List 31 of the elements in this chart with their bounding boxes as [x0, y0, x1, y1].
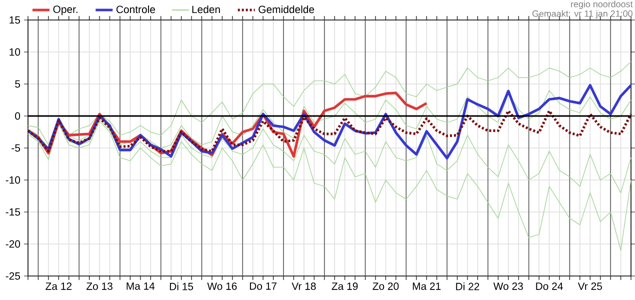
x-tick-label: Zo 13: [86, 282, 112, 290]
y-tick-label: -25: [6, 272, 20, 280]
x-tick-label: Za 19: [332, 282, 358, 290]
legend-label: Controle: [116, 5, 156, 14]
x-tick-label: Vr 25: [578, 282, 602, 290]
legend-label: Gemiddelde: [258, 5, 314, 14]
x-tick-label: Do 24: [536, 282, 563, 290]
x-tick-label: Ma 21: [412, 282, 441, 290]
x-tick-label: Vr 18: [292, 282, 316, 290]
x-tick-label: Do 17: [250, 282, 276, 290]
legend-label: Oper.: [53, 6, 78, 16]
y-tick-label: -15: [6, 208, 20, 216]
text: regio noordoost: [571, 0, 633, 10]
line-series: [26, 110, 632, 152]
text: Gemaakt: vr 11 jan 21:00: [532, 10, 632, 19]
y-tick-label: 10: [10, 48, 20, 56]
y-tick-label: 5: [15, 80, 20, 88]
y-tick-label: 0: [15, 112, 20, 120]
x-tick-label: Wo 23: [493, 282, 523, 290]
y-tick-label: -10: [6, 176, 20, 184]
legend-label: Leden: [192, 5, 220, 14]
line-series: [28, 61, 632, 146]
y-tick-label: -5: [12, 144, 20, 152]
x-tick-label: Di 15: [170, 282, 194, 290]
x-tick-label: Za 12: [46, 282, 72, 290]
x-tick-label: Zo 20: [372, 282, 399, 290]
x-tick-label: Wo 16: [207, 282, 237, 290]
y-tick-label: -20: [6, 240, 20, 248]
x-tick-label: Ma 14: [126, 282, 155, 290]
x-tick-label: Di 22: [456, 282, 480, 290]
y-tick-label: 15: [10, 16, 20, 24]
